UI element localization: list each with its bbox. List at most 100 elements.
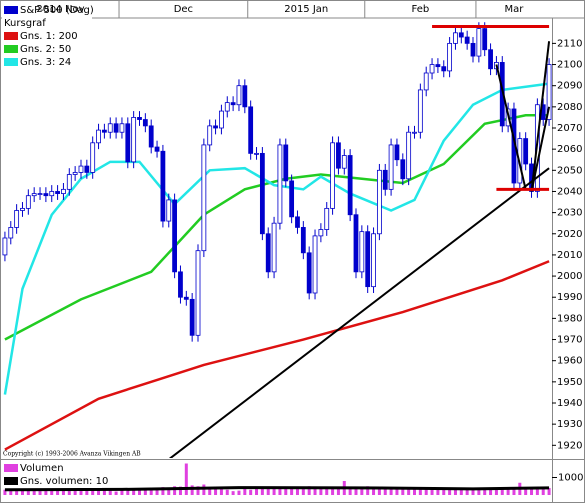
candle-body bbox=[131, 117, 137, 163]
volume-bar bbox=[465, 488, 469, 495]
volume-bar bbox=[67, 489, 71, 495]
legend-bg bbox=[2, 475, 102, 488]
candle-body bbox=[113, 123, 119, 133]
y-tick-label: 2060 bbox=[557, 144, 582, 155]
candle-body bbox=[166, 199, 172, 222]
volume-bar bbox=[383, 488, 387, 495]
y-tick-label: 2020 bbox=[557, 229, 582, 240]
candle-body bbox=[406, 131, 412, 180]
candle-body bbox=[43, 193, 49, 197]
y-tick-label: 2030 bbox=[557, 208, 582, 219]
x-tick-label: Mar bbox=[505, 4, 525, 15]
candle-body bbox=[318, 229, 324, 237]
candle-body bbox=[289, 180, 295, 218]
volume-bar bbox=[541, 487, 545, 495]
volume-bar bbox=[284, 488, 288, 495]
candle-body bbox=[90, 142, 96, 173]
x-tick-label: Dec bbox=[174, 4, 193, 15]
volume-bar bbox=[325, 487, 329, 495]
trend-line bbox=[530, 41, 551, 192]
volume-bar bbox=[126, 488, 130, 495]
legend-swatch bbox=[4, 477, 18, 485]
candle-body bbox=[72, 172, 78, 175]
legend-swatch bbox=[4, 45, 18, 53]
candle-body bbox=[476, 28, 482, 57]
volume-bar bbox=[73, 489, 77, 495]
y-tick-label: 1920 bbox=[557, 440, 582, 451]
candle-body bbox=[189, 298, 195, 336]
candle-body bbox=[429, 64, 435, 74]
candle-body bbox=[254, 152, 259, 155]
candle-body bbox=[312, 235, 318, 294]
volume-bar bbox=[395, 488, 399, 495]
y-tick-label: 2000 bbox=[557, 271, 582, 282]
volume-bar bbox=[260, 487, 264, 495]
candle-body bbox=[523, 138, 529, 165]
candle-body bbox=[458, 32, 464, 38]
y-tick-label: 2070 bbox=[557, 123, 582, 134]
legend-label: Gns. 3: 24 bbox=[20, 57, 71, 68]
volume-bar bbox=[547, 488, 551, 495]
volume-bar bbox=[389, 488, 393, 495]
candle-body bbox=[259, 152, 265, 235]
legend-label: Gns. 2: 50 bbox=[20, 44, 71, 55]
y-tick-label: 1000 bbox=[558, 473, 583, 484]
legend-label: Volumen bbox=[20, 463, 64, 474]
candle-body bbox=[8, 227, 14, 239]
candle-body bbox=[464, 36, 470, 44]
volume-bar bbox=[255, 488, 259, 495]
candle-body bbox=[148, 125, 154, 148]
volume-bar bbox=[173, 486, 177, 495]
legend-bg bbox=[2, 462, 102, 475]
y-tick-label: 1940 bbox=[557, 398, 582, 409]
candle-body bbox=[142, 119, 148, 127]
volume-bar bbox=[418, 489, 422, 495]
candle-body bbox=[453, 32, 458, 44]
volume-bar bbox=[266, 486, 270, 495]
candle-body bbox=[37, 193, 43, 195]
volume-bar bbox=[231, 491, 235, 495]
candle-body bbox=[470, 42, 476, 57]
y-tick-label: 2100 bbox=[557, 60, 582, 71]
candle-body bbox=[336, 142, 341, 169]
candle-body bbox=[31, 193, 37, 197]
candle-body bbox=[295, 216, 300, 228]
y-tick-label: 2010 bbox=[557, 250, 582, 261]
volume-bar bbox=[50, 490, 54, 495]
candle-body bbox=[359, 231, 365, 273]
x-tick-label: Feb bbox=[411, 4, 429, 15]
candle-body bbox=[341, 155, 347, 169]
volume-bar bbox=[202, 484, 206, 495]
volume-bar bbox=[500, 487, 504, 495]
volume-bar bbox=[108, 490, 112, 495]
volume-average bbox=[4, 486, 550, 492]
candle-body bbox=[435, 64, 441, 68]
legend-swatch bbox=[4, 58, 18, 66]
volume-bar bbox=[184, 463, 188, 495]
candle-body bbox=[55, 191, 60, 194]
volume-bar bbox=[307, 486, 311, 495]
candle-body bbox=[201, 144, 207, 252]
candle-body bbox=[412, 131, 417, 134]
volume-bar bbox=[453, 489, 457, 495]
candle-body bbox=[546, 64, 552, 120]
candle-body bbox=[230, 102, 236, 106]
volume-bar bbox=[413, 488, 416, 495]
volume-bar bbox=[331, 488, 335, 495]
candle-body bbox=[219, 110, 224, 129]
candle-body bbox=[417, 89, 423, 133]
volume-bar bbox=[3, 489, 7, 495]
volume-bar bbox=[319, 488, 323, 495]
volume-bar bbox=[354, 488, 358, 495]
trend-line bbox=[530, 106, 551, 192]
candle-body bbox=[195, 250, 201, 336]
candle-body bbox=[423, 72, 429, 91]
volume-bar bbox=[219, 488, 223, 495]
volume-bar bbox=[272, 488, 276, 495]
volume-bar bbox=[91, 488, 95, 495]
volume-bar bbox=[436, 489, 440, 495]
candle-body bbox=[25, 195, 31, 209]
y-tick-label: 1980 bbox=[557, 313, 582, 324]
